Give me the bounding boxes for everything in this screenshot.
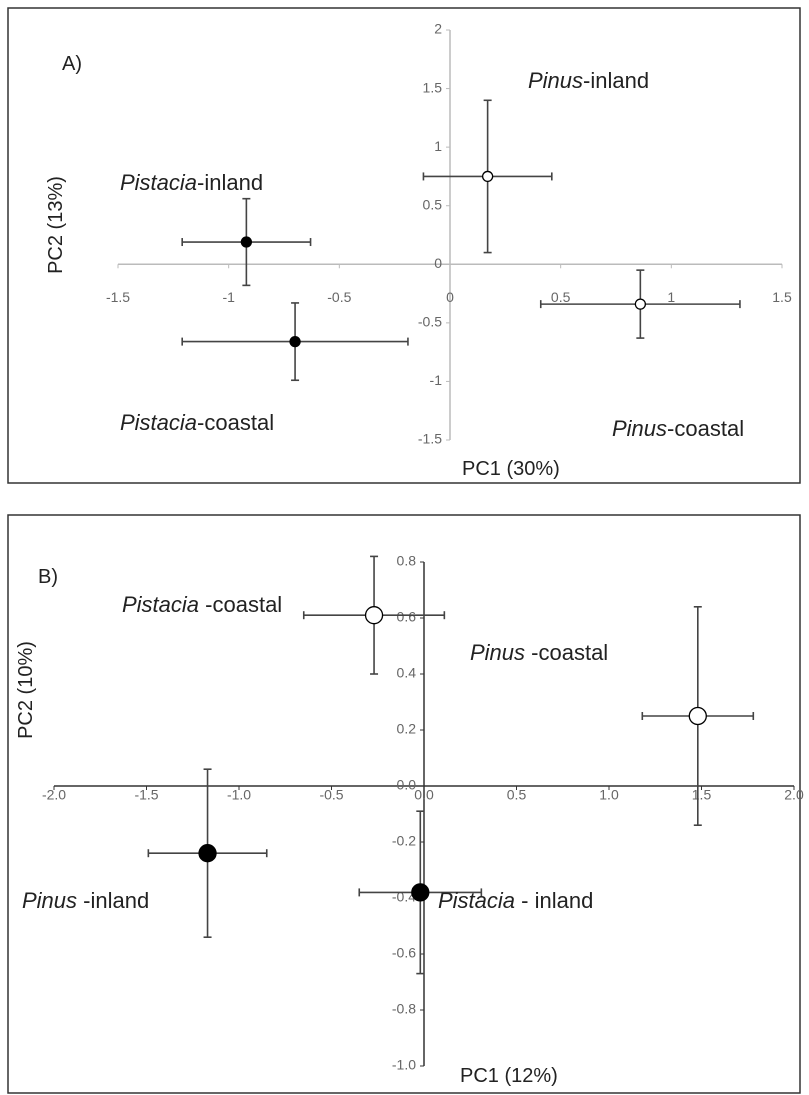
x-axis-title: PC1 (12%) xyxy=(460,1065,558,1087)
y-tick-label: -0.6 xyxy=(392,945,416,961)
point xyxy=(240,236,253,248)
series-label: Pinus -coastal xyxy=(470,640,608,665)
point xyxy=(198,844,217,863)
x-tick-label: 0.0 xyxy=(414,787,434,803)
y-tick-label: -0.5 xyxy=(418,314,442,330)
x-tick-label: 0.5 xyxy=(507,787,527,803)
point xyxy=(688,706,707,726)
x-tick-label: 1 xyxy=(667,289,675,305)
y-tick-label: 0.8 xyxy=(397,553,417,569)
series-label: Pistacia -coastal xyxy=(122,592,282,617)
point xyxy=(411,883,430,902)
x-tick-label: 2.0 xyxy=(784,787,804,803)
y-tick-label: -0.8 xyxy=(392,1001,416,1017)
point xyxy=(481,170,494,183)
x-tick-label: -0.5 xyxy=(327,289,351,305)
y-tick-label: -1.0 xyxy=(392,1057,416,1073)
y-tick-label: 0 xyxy=(434,255,442,271)
panel-frame xyxy=(7,7,801,484)
y-tick-label: 0.6 xyxy=(397,609,417,625)
y-tick-label: 1.5 xyxy=(423,79,443,95)
x-tick-label: -1.5 xyxy=(106,289,130,305)
point xyxy=(634,298,646,310)
panel-title: B) xyxy=(38,566,58,588)
y-tick-label: -1 xyxy=(430,372,443,388)
series-label: Pinus-inland xyxy=(528,68,649,93)
y-tick-label: -1.5 xyxy=(418,431,442,447)
series-label: Pistacia-coastal xyxy=(120,410,274,435)
series-label: Pinus-coastal xyxy=(612,416,744,441)
y-tick-label: -0.2 xyxy=(392,833,416,849)
panel-frame xyxy=(7,514,801,1094)
x-tick-label: -2.0 xyxy=(42,787,66,803)
y-tick-label: 0.0 xyxy=(397,777,417,793)
x-tick-label: 1.5 xyxy=(692,787,712,803)
x-tick-label: 0.5 xyxy=(551,289,571,305)
y-tick-label: 0.5 xyxy=(423,196,443,212)
y-axis-title: PC2 (13%) xyxy=(45,176,67,274)
series-label: Pistacia-inland xyxy=(120,170,263,195)
y-axis-title: PC2 (10%) xyxy=(15,641,37,739)
panel-title: A) xyxy=(62,53,82,75)
x-tick-label: 1.5 xyxy=(772,289,792,305)
y-tick-label: 1 xyxy=(434,138,442,154)
point xyxy=(289,335,301,348)
x-tick-label: 1.0 xyxy=(599,787,619,803)
y-tick-label: 0.2 xyxy=(397,721,417,737)
x-tick-label: -1 xyxy=(222,289,235,305)
x-tick-label: -0.5 xyxy=(319,787,343,803)
point xyxy=(364,606,384,625)
y-tick-label: 0.4 xyxy=(397,665,417,681)
x-tick-label: 0 xyxy=(446,289,454,305)
y-tick-label: 2 xyxy=(434,21,442,37)
x-tick-label: -1.0 xyxy=(227,787,251,803)
series-label: Pinus -inland xyxy=(22,888,149,913)
x-axis-title: PC1 (30%) xyxy=(462,458,560,480)
series-label: Pistacia - inland xyxy=(438,888,593,913)
x-tick-label: -1.5 xyxy=(134,787,158,803)
